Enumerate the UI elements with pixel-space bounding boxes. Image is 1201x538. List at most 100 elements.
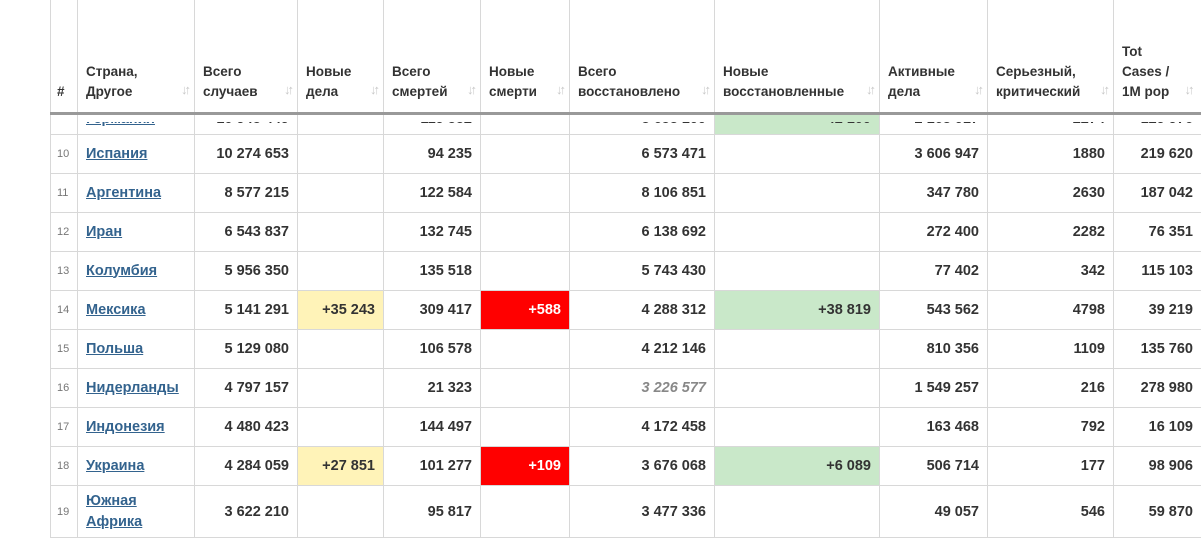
country-link[interactable]: Польша [86,341,143,357]
cell-new-deaths [481,135,570,174]
cell-cases-per-1m: 98 906 [1114,447,1201,486]
country-link[interactable]: Украина [86,458,144,474]
cell-total-cases: 4 284 059 [195,447,298,486]
cell-num: 16 [51,369,78,408]
cell-country: Польша [78,330,195,369]
country-link[interactable]: Колумбия [86,263,157,279]
cell-total-recovered: 6 573 471 [570,135,715,174]
sort-arrows-icon[interactable]: ↓↑ [974,80,981,100]
cell-total-cases: 4 797 157 [195,369,298,408]
column-header-serious[interactable]: Серьезный, критический↓↑ [988,0,1114,114]
cell-total-deaths: 122 584 [384,174,481,213]
column-header-label: # [57,82,75,102]
cell-country: Иран [78,213,195,252]
table-header: #Страна, Другое↓↑Всего случаев↓↑Новые де… [51,0,1201,114]
cell-total-recovered: 8 106 851 [570,174,715,213]
country-link[interactable]: Германия [86,122,155,127]
column-header-num[interactable]: # [51,0,78,114]
cell-total-recovered: 6 138 692 [570,213,715,252]
cell-total-deaths: 144 497 [384,408,481,447]
country-link[interactable]: Испания [86,146,147,162]
sort-arrows-icon[interactable]: ↓↑ [370,80,377,100]
column-header-total-cases[interactable]: Всего случаев↓↑ [195,0,298,114]
column-header-total-deaths[interactable]: Всего смертей↓↑ [384,0,481,114]
cell-new-deaths [481,252,570,291]
cell-total-cases: 5 129 080 [195,330,298,369]
country-link[interactable]: Иран [86,224,122,240]
cell-new-cases [298,486,384,538]
column-header-label: Новые дела [306,62,377,102]
column-header-new-recovered[interactable]: Новые восстановленные↓↑ [715,0,880,114]
sort-arrows-icon[interactable]: ↓↑ [866,80,873,100]
cell-serious: 342 [988,252,1114,291]
cell-total-deaths: 95 817 [384,486,481,538]
column-header-label: Новые восстановленные [723,62,873,102]
sort-arrows-icon[interactable]: ↓↑ [467,80,474,100]
cell-num: 15 [51,330,78,369]
cell-total-recovered: 3 226 577 [570,369,715,408]
cell-serious: 2282 [988,213,1114,252]
cell-new-cases [298,114,384,135]
column-header-cases-per-1m[interactable]: Tot Cases / 1M pop↓↑ [1114,0,1201,114]
country-link[interactable]: Аргентина [86,185,161,201]
cell-cases-per-1m: 59 870 [1114,486,1201,538]
column-header-new-deaths[interactable]: Новые смерти↓↑ [481,0,570,114]
cell-new-recovered: +6 089 [715,447,880,486]
cell-new-recovered [715,213,880,252]
column-header-label: Всего смертей [392,62,474,102]
cell-new-cases [298,330,384,369]
column-header-total-recovered[interactable]: Всего восстановлено↓↑ [570,0,715,114]
cell-total-deaths: 94 235 [384,135,481,174]
country-link[interactable]: Мексика [86,302,146,318]
cell-num: 18 [51,447,78,486]
column-header-country[interactable]: Страна, Другое↓↑ [78,0,195,114]
country-link[interactable]: Индонезия [86,419,165,435]
sort-arrows-icon[interactable]: ↓↑ [701,80,708,100]
column-header-label: Активные дела [888,62,981,102]
cell-serious: 1109 [988,330,1114,369]
cell-total-cases: 8 577 215 [195,174,298,213]
cell-active: 347 780 [880,174,988,213]
cell-country: Украина [78,447,195,486]
cell-total-recovered: 4 212 146 [570,330,715,369]
cell-serious: 792 [988,408,1114,447]
table-row: 9Германия10 945 449119 5528 658 100+42 1… [51,114,1201,135]
cell-new-recovered [715,174,880,213]
column-header-new-cases[interactable]: Новые дела↓↑ [298,0,384,114]
cell-total-cases: 10 274 653 [195,135,298,174]
cell-active: 3 606 947 [880,135,988,174]
cell-cases-per-1m: 135 760 [1114,330,1201,369]
cell-cases-per-1m: 39 219 [1114,291,1201,330]
cell-active: 506 714 [880,447,988,486]
cell-new-recovered: +38 819 [715,291,880,330]
covid-stats-table: #Страна, Другое↓↑Всего случаев↓↑Новые де… [50,0,1201,538]
cell-new-deaths [481,174,570,213]
sort-arrows-icon[interactable]: ↓↑ [284,80,291,100]
country-link[interactable]: Нидерланды [86,380,179,396]
cell-total-recovered: 3 676 068 [570,447,715,486]
cell-new-recovered [715,252,880,291]
cell-num: 10 [51,135,78,174]
cell-serious: 1880 [988,135,1114,174]
sort-arrows-icon[interactable]: ↓↑ [1100,80,1107,100]
sort-arrows-icon[interactable]: ↓↑ [181,80,188,100]
cell-active: 2 168 017 [880,114,988,135]
cell-total-deaths: 21 323 [384,369,481,408]
cell-total-deaths: 135 518 [384,252,481,291]
cell-new-recovered: +42 100 [715,114,880,135]
cell-serious: 2630 [988,174,1114,213]
cell-total-deaths: 309 417 [384,291,481,330]
cell-country: Германия [78,114,195,135]
cell-new-deaths [481,114,570,135]
sort-arrows-icon[interactable]: ↓↑ [1185,80,1192,100]
cell-new-cases [298,174,384,213]
country-link[interactable]: Южная Африка [86,493,142,530]
sort-arrows-icon[interactable]: ↓↑ [556,80,563,100]
column-header-active[interactable]: Активные дела↓↑ [880,0,988,114]
cell-new-cases [298,369,384,408]
cell-country: Индонезия [78,408,195,447]
